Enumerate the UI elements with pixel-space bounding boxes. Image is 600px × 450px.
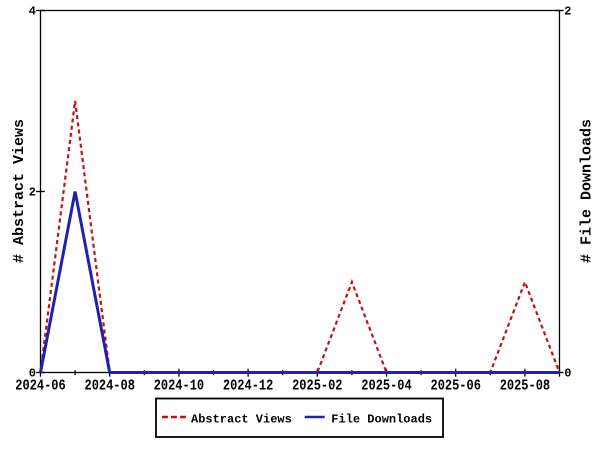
svg-text:2025-04: 2025-04 — [361, 377, 411, 393]
svg-text:File Downloads: File Downloads — [331, 413, 432, 427]
svg-text:2: 2 — [29, 186, 36, 200]
svg-text:2024-12: 2024-12 — [223, 377, 273, 393]
svg-text:2025-06: 2025-06 — [430, 377, 480, 393]
svg-text:2: 2 — [564, 5, 571, 19]
svg-text:0: 0 — [564, 367, 571, 381]
svg-text:4: 4 — [29, 5, 36, 19]
svg-text:# Abstract Views: # Abstract Views — [11, 119, 28, 263]
svg-text:# File Downloads: # File Downloads — [579, 119, 596, 263]
svg-text:2024-10: 2024-10 — [154, 377, 204, 393]
svg-text:2024-08: 2024-08 — [84, 377, 134, 393]
svg-text:0: 0 — [29, 367, 36, 381]
svg-text:2024-06: 2024-06 — [15, 377, 65, 393]
svg-text:Abstract Views: Abstract Views — [191, 413, 292, 427]
svg-text:2025-02: 2025-02 — [292, 377, 342, 393]
svg-text:2025-08: 2025-08 — [500, 377, 550, 393]
